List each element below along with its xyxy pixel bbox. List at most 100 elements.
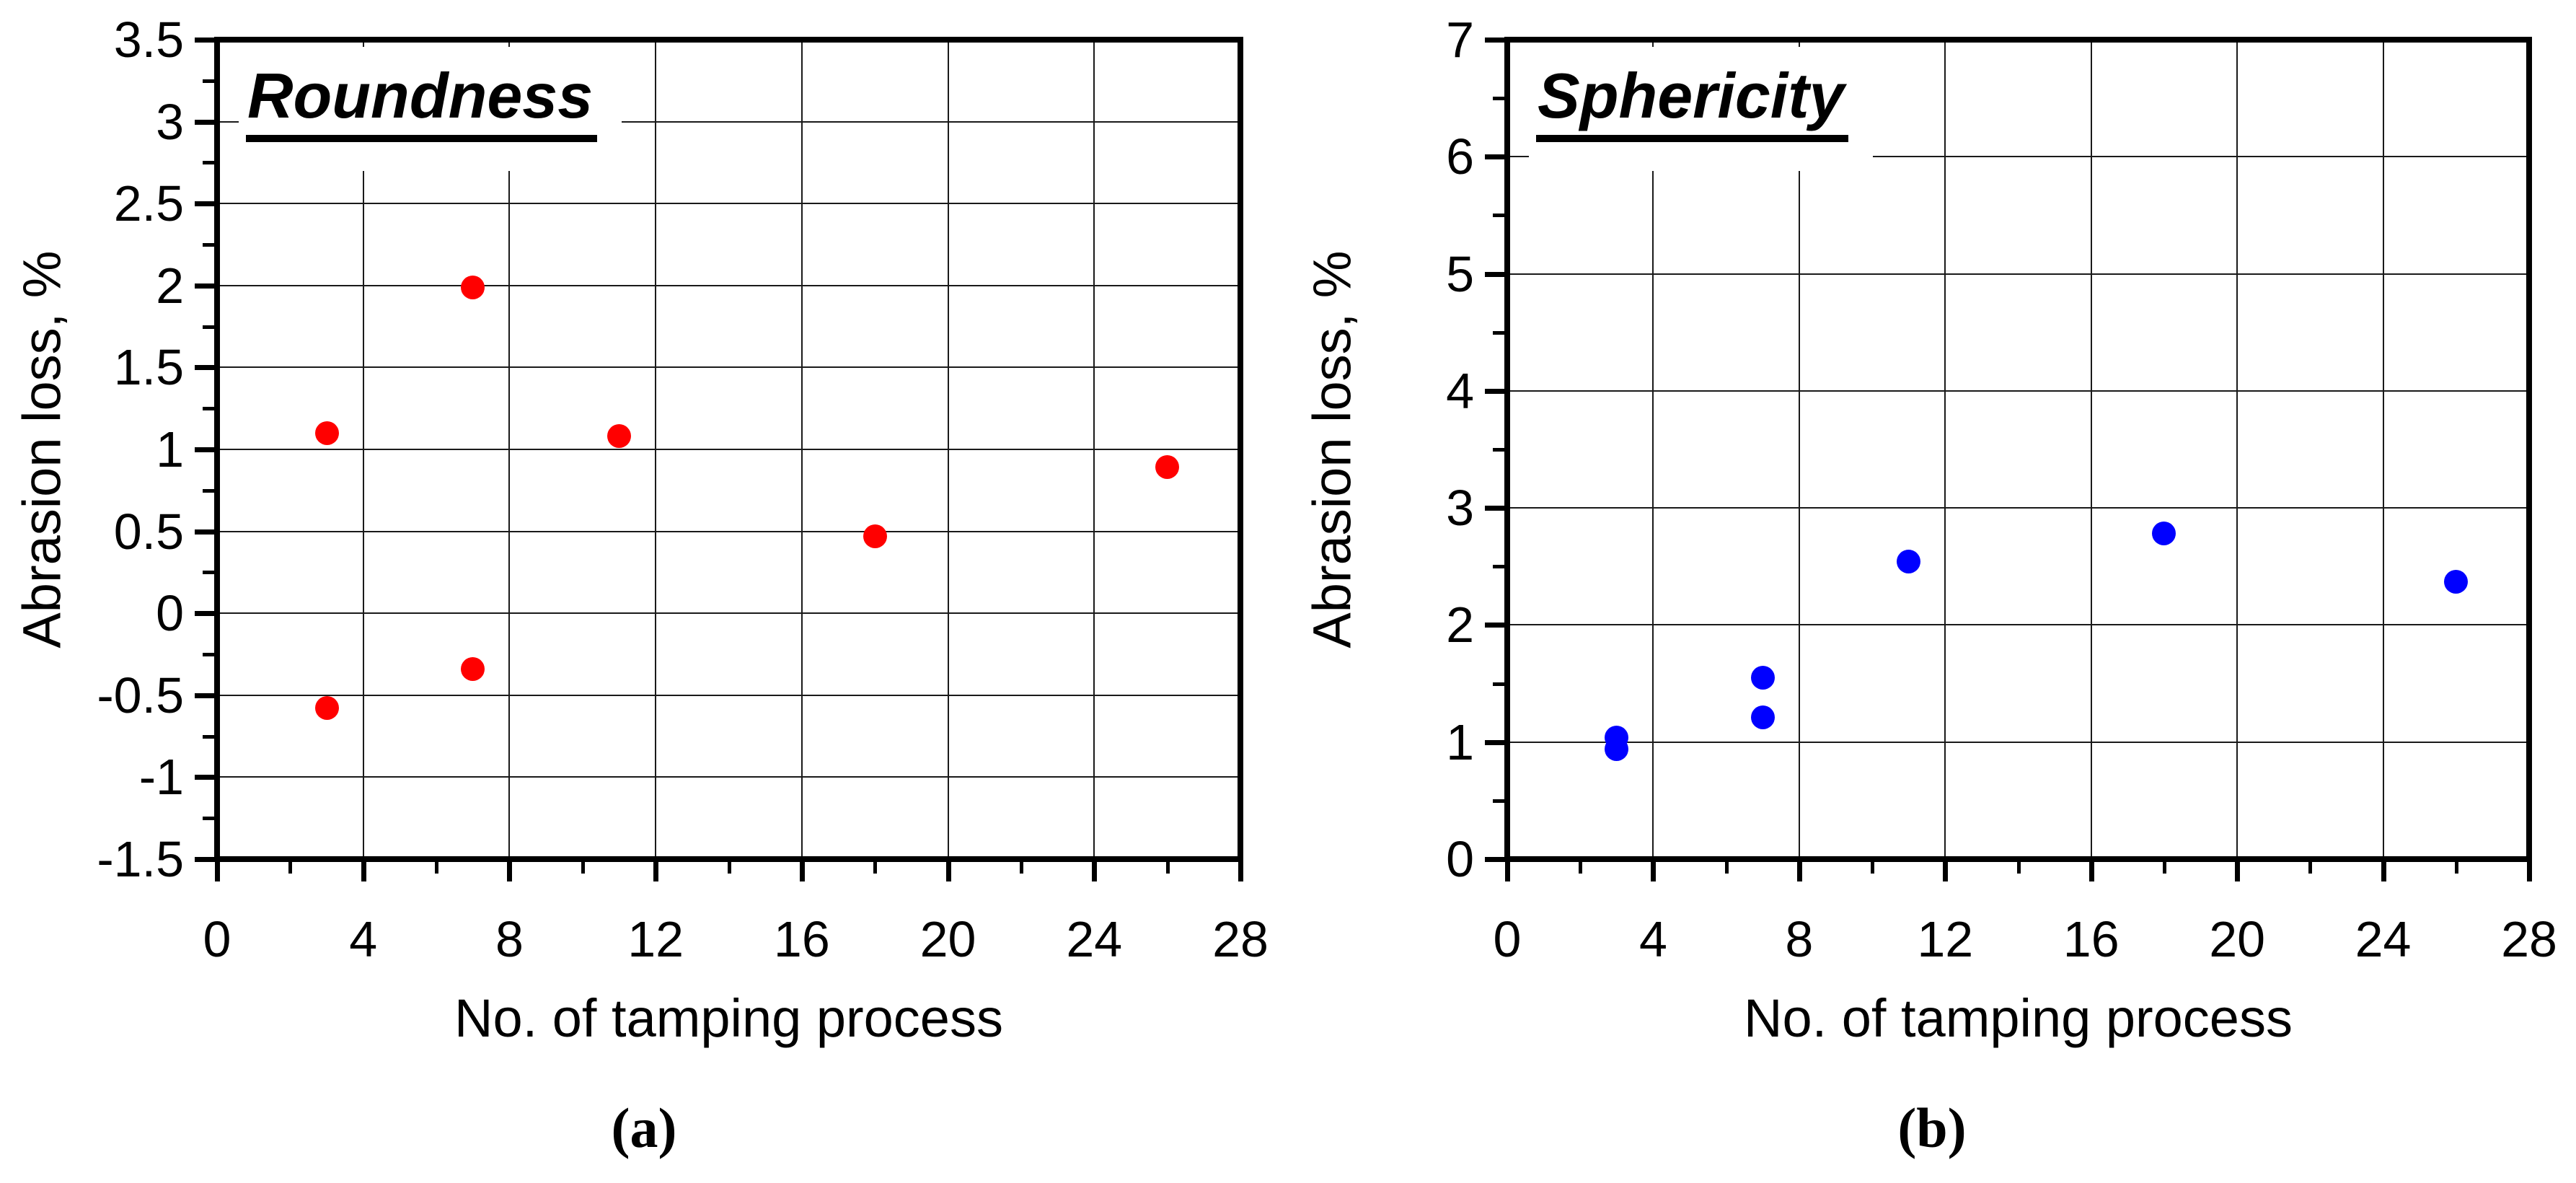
y-axis-major-tick xyxy=(195,692,214,698)
y-axis-tick-label: 3 xyxy=(1446,480,1474,537)
y-axis-minor-tick xyxy=(203,161,214,165)
x-axis-major-tick xyxy=(1651,862,1657,881)
gridline-horizontal xyxy=(217,449,1240,450)
x-axis-major-tick xyxy=(1238,862,1243,881)
x-axis-major-tick xyxy=(799,862,805,881)
x-axis-minor-tick xyxy=(1871,862,1875,874)
y-axis-tick-label: 0.5 xyxy=(113,503,184,560)
data-point xyxy=(314,696,339,721)
y-axis-major-tick xyxy=(195,447,214,452)
y-axis-tick-label: 0 xyxy=(156,585,184,642)
gridline-horizontal xyxy=(1507,390,2529,392)
x-axis-tick-label: 8 xyxy=(1785,911,1814,967)
panel-title-roundness: Roundness xyxy=(246,64,598,142)
y-axis-major-tick xyxy=(1485,154,1504,160)
y-axis-major-tick xyxy=(195,283,214,289)
data-point xyxy=(1750,705,1775,730)
x-axis-tick-label: 4 xyxy=(1638,911,1667,967)
gridline-horizontal xyxy=(1507,507,2529,509)
y-axis-tick-label: 3 xyxy=(156,93,184,150)
panel-caption-b: (b) xyxy=(1897,1096,1967,1159)
panel-sphericity: Sphericity Abrasion loss, % No. of tampi… xyxy=(1288,0,2576,1183)
y-axis-tick-label: 4 xyxy=(1446,362,1474,419)
gridline-horizontal xyxy=(217,694,1240,696)
x-axis-minor-tick xyxy=(581,862,585,874)
data-point xyxy=(2152,522,2176,546)
y-axis-minor-tick xyxy=(203,488,214,493)
y-axis-tick-label: 0 xyxy=(1446,831,1474,887)
y-axis-minor-tick xyxy=(203,571,214,575)
gridline-vertical xyxy=(1798,40,1800,859)
x-axis-major-tick xyxy=(215,862,220,881)
x-axis-minor-tick xyxy=(2308,862,2313,874)
x-axis-major-tick xyxy=(2088,862,2094,881)
y-axis-minor-tick xyxy=(1493,330,1504,335)
gridline-horizontal xyxy=(217,612,1240,615)
x-axis-title-sphericity: No. of tamping process xyxy=(1744,988,2293,1048)
y-axis-major-tick xyxy=(195,201,214,207)
data-point xyxy=(1155,455,1180,480)
y-axis-tick-label: 1 xyxy=(1446,713,1474,770)
y-axis-minor-tick xyxy=(1493,448,1504,452)
x-axis-minor-tick xyxy=(1165,862,1170,874)
gridline-vertical xyxy=(1652,40,1654,859)
data-point xyxy=(1750,665,1775,690)
y-axis-tick-label: 6 xyxy=(1446,128,1474,185)
y-axis-minor-tick xyxy=(203,243,214,247)
x-axis-tick-label: 24 xyxy=(2355,911,2412,967)
x-axis-minor-tick xyxy=(2162,862,2166,874)
y-axis-major-tick xyxy=(195,365,214,371)
y-axis-tick-label: 5 xyxy=(1446,245,1474,302)
gridline-horizontal xyxy=(217,120,1240,123)
gridline-vertical xyxy=(2382,40,2384,859)
gridline-horizontal xyxy=(217,366,1240,369)
y-axis-major-tick xyxy=(1485,623,1504,628)
y-axis-minor-tick xyxy=(1493,97,1504,101)
plot-area-roundness: Roundness Abrasion loss, % No. of tampin… xyxy=(12,14,1269,1047)
gridline-vertical xyxy=(2236,40,2238,859)
panel-roundness: Roundness Abrasion loss, % No. of tampin… xyxy=(12,14,1269,1047)
x-axis-minor-tick xyxy=(2454,862,2458,874)
x-axis-major-tick xyxy=(2235,862,2241,881)
y-axis-tick-label: -0.5 xyxy=(97,667,184,724)
x-axis-tick-label: 12 xyxy=(627,911,684,967)
y-axis-tick-label: 2 xyxy=(156,257,184,314)
y-axis-tick-label: 2 xyxy=(1446,597,1474,654)
y-axis-tick-label: 3.5 xyxy=(113,12,184,68)
gridline-horizontal xyxy=(1507,741,2529,743)
y-axis-minor-tick xyxy=(1493,565,1504,569)
y-axis-major-tick xyxy=(1485,38,1504,43)
y-axis-tick-label: 7 xyxy=(1446,12,1474,68)
data-point xyxy=(2444,569,2469,594)
x-axis-tick-label: 4 xyxy=(349,911,378,967)
y-axis-major-tick xyxy=(195,857,214,862)
y-axis-minor-tick xyxy=(203,653,214,656)
x-axis-minor-tick xyxy=(1019,862,1023,874)
x-axis-major-tick xyxy=(1796,862,1802,881)
x-axis-major-tick xyxy=(2527,862,2532,881)
y-axis-major-tick xyxy=(195,119,214,125)
x-axis-major-tick xyxy=(1092,862,1098,881)
x-axis-major-tick xyxy=(361,862,366,881)
x-axis-minor-tick xyxy=(2016,862,2021,874)
plot-area-sphericity: Sphericity Abrasion loss, % No. of tampi… xyxy=(1302,14,2557,1047)
gridline-horizontal xyxy=(1507,156,2529,158)
y-axis-minor-tick xyxy=(203,817,214,821)
y-axis-major-tick xyxy=(195,38,214,43)
gridline-vertical xyxy=(2090,40,2092,859)
gridline-horizontal xyxy=(217,776,1240,778)
data-point xyxy=(1605,736,1629,761)
panel-title-box-sphericity: Sphericity xyxy=(1529,47,1874,171)
y-axis-major-tick xyxy=(1485,388,1504,394)
gridline-horizontal xyxy=(1507,273,2529,275)
y-axis-tick-label: 1 xyxy=(156,421,184,478)
data-point xyxy=(314,421,339,445)
x-axis-minor-tick xyxy=(435,862,439,874)
x-axis-minor-tick xyxy=(1724,862,1729,874)
x-axis-major-tick xyxy=(1943,862,1949,881)
data-point xyxy=(461,656,485,681)
x-axis-tick-label: 20 xyxy=(919,911,976,967)
panel-title-sphericity: Sphericity xyxy=(1536,64,1849,142)
gridline-horizontal xyxy=(217,530,1240,532)
gridline-vertical xyxy=(1944,40,1946,859)
